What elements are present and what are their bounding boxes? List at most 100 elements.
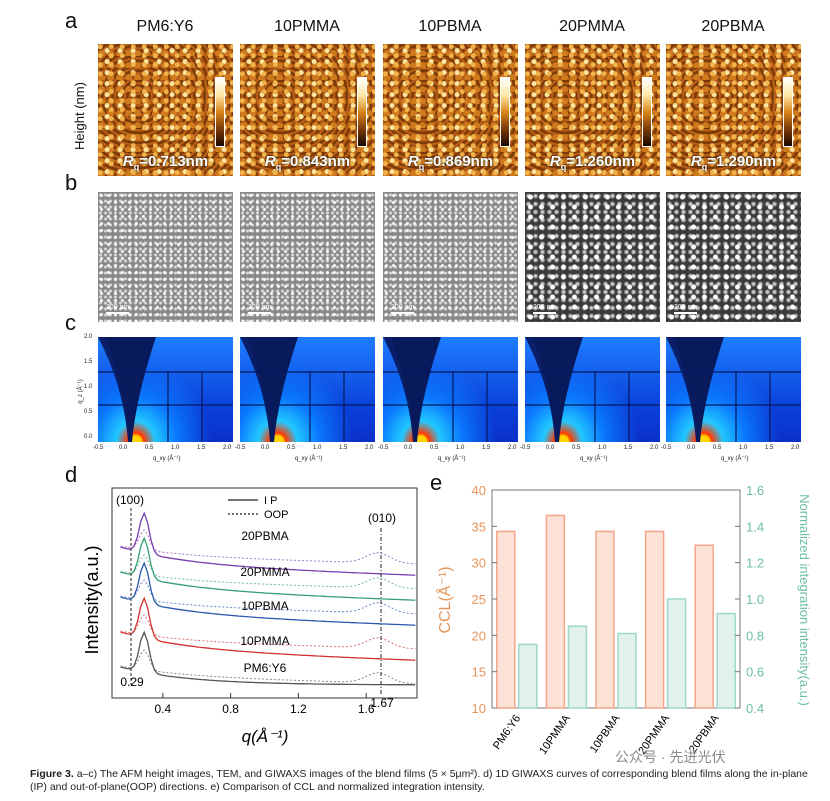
- afm-column-title: 20PBMA: [701, 18, 765, 35]
- afm-ylabel: Height (nm): [72, 82, 87, 150]
- giwaxs-cone: [240, 337, 375, 442]
- giwaxs-xtick: 1.0: [739, 445, 748, 451]
- figure-caption: Figure 3. a–c) The AFM height images, TE…: [30, 768, 810, 794]
- afm-image: Rq=0.869nm: [383, 44, 518, 176]
- legend-oop-label: OOP: [264, 509, 288, 521]
- afm-rq-label: Rq=0.713nm: [98, 153, 233, 172]
- annotation-010: (010): [368, 511, 396, 525]
- panel-d-series-label: 20PMMA: [240, 565, 289, 579]
- caption-text: a–c) The AFM height images, TEM, and GIW…: [30, 768, 808, 793]
- giwaxs-xtick: 2.0: [650, 445, 659, 451]
- giwaxs-xtick: 1.5: [197, 445, 206, 451]
- panel-d-ip-curve: [120, 536, 416, 601]
- panel-letter-b: b: [65, 170, 78, 195]
- panel-letter-d: d: [65, 462, 78, 487]
- giwaxs-image: [240, 337, 375, 442]
- ccl-bar: [496, 530, 516, 709]
- panel-d-oop-curve: [120, 579, 416, 615]
- panel-d-series-labels: 20PBMA 20PMMA 10PBMA 10PMMA PM6:Y6: [240, 529, 289, 675]
- panel-e-ytick-left: 35: [472, 519, 486, 534]
- afm-column-title: PM6:Y6: [136, 18, 194, 35]
- panel-d-frame: [111, 487, 418, 699]
- giwaxs-cone: [383, 337, 518, 442]
- watermark: 公众号 · 先进光伏: [615, 749, 726, 765]
- intensity-bar: [518, 643, 538, 709]
- giwaxs-xtick: -0.5: [93, 445, 104, 451]
- rq-subscript: q: [275, 162, 282, 172]
- panel-d-ip-curve: [120, 561, 416, 626]
- panel-d-xtick-label: 1.6: [358, 702, 375, 716]
- rq-equals: =: [139, 153, 149, 170]
- rq-subscript: q: [701, 162, 708, 172]
- panel-e-ytick-left: 20: [472, 628, 486, 643]
- giwaxs-xlabel: q_xy (Å⁻¹): [438, 456, 466, 462]
- panel-e-ytick-right: 1.0: [746, 592, 764, 607]
- giwaxs-ylabel: q_z (Å⁻¹): [77, 379, 84, 404]
- giwaxs-xtick: 1.0: [313, 445, 322, 451]
- ccl-bar: [644, 530, 665, 709]
- giwaxs-xtick: 0.5: [287, 445, 296, 451]
- giwaxs-ytick: 0.0: [84, 434, 93, 440]
- afm-colorbar: [642, 77, 652, 147]
- afm-rq-label: Rq=1.290nm: [666, 153, 801, 172]
- giwaxs-image: [383, 337, 518, 442]
- afm-colorbar: [500, 77, 510, 147]
- afm-column-title: 20PMMA: [559, 18, 625, 35]
- panel-d-xtick-label: 0.4: [154, 702, 171, 716]
- panel-e-category-label: 10PMMA: [537, 712, 573, 755]
- intensity-bar: [716, 612, 736, 709]
- rq-equals: =: [424, 153, 434, 170]
- giwaxs-xtick: 1.5: [482, 445, 491, 451]
- tem-scale-bar: 200 nm: [248, 304, 272, 314]
- afm-colorbar: [783, 77, 793, 147]
- afm-rq-label: Rq=1.260nm: [525, 153, 660, 172]
- rq-equals: =: [281, 153, 291, 170]
- panel-d-ip-curve: [120, 511, 416, 576]
- rq-subscript: q: [418, 162, 425, 172]
- rq-symbol: R: [549, 153, 561, 170]
- panel-d-xtick-label: 1.2: [290, 702, 307, 716]
- rq-subscript: q: [560, 162, 567, 172]
- giwaxs-xtick: -0.5: [378, 445, 389, 451]
- annotation-100: (100): [116, 493, 144, 507]
- tem-image: 200 nm: [666, 192, 801, 322]
- panel-e-ytick-left: 30: [472, 556, 486, 571]
- legend-ip-label: I P: [264, 495, 277, 507]
- giwaxs-xtick: 2.0: [365, 445, 374, 451]
- giwaxs-ytick: 2.0: [84, 334, 93, 340]
- giwaxs-xtick: 0.0: [687, 445, 696, 451]
- afm-colorbar: [357, 77, 367, 147]
- giwaxs-xtick: 0.0: [119, 445, 128, 451]
- panel-d-ip-curve: [120, 596, 416, 661]
- intensity-bar: [666, 598, 687, 709]
- intensity-bar: [567, 625, 588, 709]
- afm-column-title: 10PBMA: [418, 18, 482, 35]
- rq-equals: =: [707, 153, 717, 170]
- ccl-bar: [694, 544, 714, 709]
- panel-e-ytick-left: 10: [472, 701, 486, 716]
- tem-scale-bar: 200 nm: [674, 304, 698, 314]
- giwaxs-xtick: 0.0: [546, 445, 555, 451]
- rq-subscript: q: [133, 162, 140, 172]
- panel-e-ytick-right: 1.6: [746, 483, 764, 498]
- giwaxs-xtick: 0.5: [430, 445, 439, 451]
- panel-letter-e: e: [430, 470, 443, 495]
- panel-e-category-label: PM6:Y6: [491, 713, 523, 752]
- giwaxs-xtick: 2.0: [791, 445, 800, 451]
- giwaxs-cone: [666, 337, 801, 442]
- giwaxs-ytick: 1.5: [84, 359, 93, 365]
- annotation-029: 0.29: [120, 675, 144, 689]
- rq-symbol: R: [122, 153, 134, 170]
- panel-d-xticks: 0.4 0.8 1.2 1.6: [154, 693, 375, 716]
- giwaxs-xtick: 1.5: [339, 445, 348, 451]
- giwaxs-xtick: 2.0: [223, 445, 232, 451]
- rq-symbol: R: [407, 153, 419, 170]
- rq-symbol: R: [690, 153, 702, 170]
- giwaxs-xtick: 0.5: [572, 445, 581, 451]
- tem-image: 200 nm: [240, 192, 375, 322]
- panel-d-series-label: PM6:Y6: [244, 661, 287, 675]
- annotation-167: 1.67: [370, 696, 394, 710]
- giwaxs-xtick: 1.5: [765, 445, 774, 451]
- panel-e-ylabel-right: Normalized integration intensity(a.u.): [797, 494, 812, 706]
- panel-d-series-label: 10PMMA: [240, 634, 289, 648]
